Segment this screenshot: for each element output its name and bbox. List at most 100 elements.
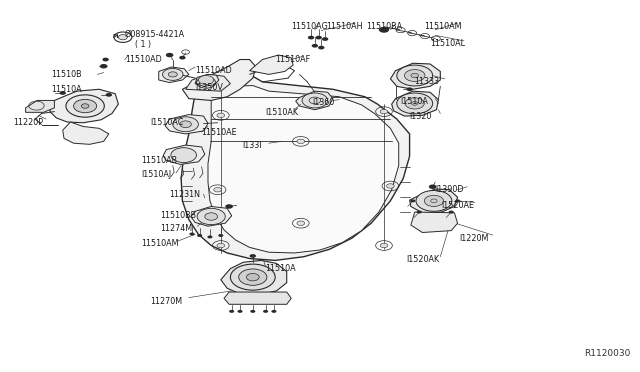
Text: I1510A: I1510A [401,97,429,106]
Circle shape [225,204,233,209]
Circle shape [163,68,183,80]
Polygon shape [221,260,287,295]
Polygon shape [208,86,399,253]
Circle shape [411,73,419,78]
Circle shape [217,113,225,118]
Polygon shape [181,74,410,260]
Text: 11510AD: 11510AD [125,55,161,64]
Circle shape [380,109,388,114]
Text: 11510AL: 11510AL [430,39,465,48]
Text: 11510A: 11510A [51,85,82,94]
Circle shape [118,35,127,40]
Circle shape [179,56,186,60]
Circle shape [449,211,454,214]
Circle shape [250,310,255,313]
Circle shape [302,93,328,108]
Polygon shape [390,63,440,89]
Circle shape [250,254,256,258]
Circle shape [102,58,109,61]
Text: 11510AG: 11510AG [291,22,328,31]
Circle shape [416,190,452,211]
Polygon shape [411,212,458,232]
Circle shape [173,117,198,132]
Circle shape [410,199,415,202]
Circle shape [197,208,225,225]
Polygon shape [410,189,458,213]
Polygon shape [63,122,109,144]
Circle shape [180,121,191,128]
Circle shape [230,264,275,290]
Circle shape [263,310,268,313]
Text: 11220P: 11220P [13,118,43,127]
Text: I1510AJ: I1510AJ [141,170,171,179]
Polygon shape [165,115,208,134]
Text: M: M [113,34,118,39]
Circle shape [207,235,212,238]
Text: Ø08915-4421A
    ( 1 ): Ø08915-4421A ( 1 ) [125,29,185,49]
Text: 11510BA: 11510BA [366,22,402,31]
Circle shape [166,53,173,57]
Text: I133I: I133I [242,141,261,150]
Circle shape [387,184,394,188]
Text: I1520AK: I1520AK [406,255,439,264]
Text: 11270M: 11270M [150,297,182,306]
Circle shape [297,221,305,225]
Text: 11333: 11333 [414,77,439,86]
Text: 11510AE: 11510AE [202,128,237,137]
Text: 11510B: 11510B [51,70,82,79]
Text: 11510AM: 11510AM [141,239,179,248]
Circle shape [60,91,66,95]
Circle shape [100,64,108,68]
Text: I1320: I1320 [410,112,432,121]
Circle shape [318,46,324,49]
Circle shape [189,232,195,235]
Text: 11274M: 11274M [160,224,192,233]
Circle shape [417,211,422,214]
Circle shape [237,310,243,313]
Circle shape [246,273,259,281]
Circle shape [405,98,424,109]
Text: 11510AB: 11510AB [141,156,177,165]
Circle shape [74,99,97,113]
Text: I1360: I1360 [312,98,335,107]
Text: R1120030: R1120030 [584,349,630,358]
Circle shape [168,72,177,77]
Circle shape [197,234,202,237]
Polygon shape [159,67,189,83]
Circle shape [429,185,436,189]
Circle shape [271,310,276,313]
Circle shape [316,36,322,39]
Circle shape [66,95,104,117]
Polygon shape [224,292,291,304]
Circle shape [406,87,413,91]
Circle shape [297,139,305,144]
Polygon shape [392,91,438,116]
Circle shape [81,104,89,108]
Circle shape [214,187,221,192]
Text: 11510A: 11510A [266,264,296,273]
Circle shape [217,243,225,248]
Circle shape [412,102,418,105]
Circle shape [380,243,388,248]
Circle shape [424,195,444,206]
Circle shape [312,44,318,48]
Circle shape [171,148,196,163]
Polygon shape [250,55,293,74]
Text: I1350V: I1350V [195,83,223,92]
Circle shape [322,37,328,41]
Circle shape [397,65,433,86]
Text: 11510AF: 11510AF [275,55,310,64]
Polygon shape [296,91,333,110]
Text: I1510AK: I1510AK [266,108,299,117]
Circle shape [397,93,433,114]
Text: I1390D: I1390D [435,185,464,194]
Text: I1520AE: I1520AE [442,201,475,210]
Polygon shape [195,74,219,86]
Circle shape [229,310,234,313]
Text: 11510AH: 11510AH [326,22,363,31]
Circle shape [106,93,112,97]
Circle shape [308,36,314,39]
Polygon shape [191,206,232,226]
Circle shape [205,213,218,220]
Text: 11231N: 11231N [170,190,200,199]
